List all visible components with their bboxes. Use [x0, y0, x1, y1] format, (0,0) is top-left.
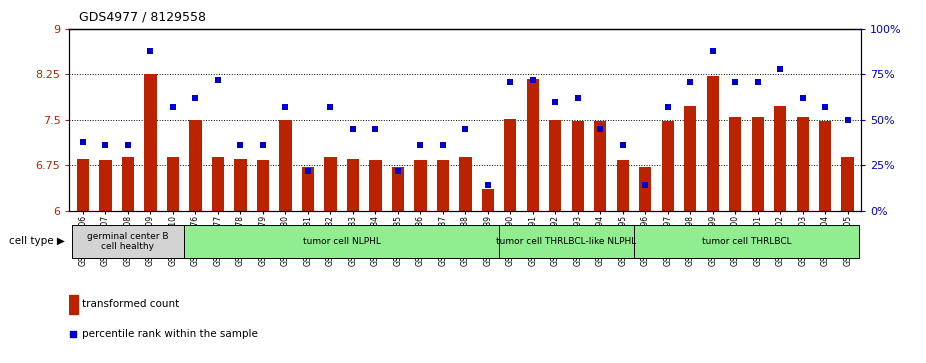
- Bar: [302, 167, 314, 211]
- Bar: [774, 106, 786, 211]
- Text: tumor cell NLPHL: tumor cell NLPHL: [303, 237, 381, 246]
- Point: [481, 182, 495, 188]
- Point: [525, 77, 540, 83]
- Bar: [729, 117, 742, 211]
- Point: [368, 126, 382, 132]
- Bar: [392, 167, 404, 211]
- Text: percentile rank within the sample: percentile rank within the sample: [82, 329, 258, 339]
- Bar: [842, 157, 854, 211]
- Point: [728, 79, 743, 85]
- Bar: [499, 225, 634, 258]
- Bar: [796, 117, 809, 211]
- Point: [750, 79, 765, 85]
- Bar: [661, 121, 674, 211]
- Point: [773, 66, 788, 72]
- Point: [278, 104, 293, 110]
- Point: [435, 142, 450, 148]
- Point: [616, 142, 631, 148]
- Point: [66, 331, 81, 337]
- Point: [166, 104, 181, 110]
- Text: transformed count: transformed count: [82, 299, 180, 309]
- Bar: [167, 157, 179, 211]
- Point: [143, 48, 157, 54]
- Text: GDS4977 / 8129558: GDS4977 / 8129558: [79, 11, 206, 24]
- Point: [188, 95, 203, 101]
- Text: tumor cell THRLBCL: tumor cell THRLBCL: [702, 237, 792, 246]
- Bar: [184, 225, 499, 258]
- Bar: [212, 157, 224, 211]
- Bar: [414, 160, 427, 211]
- Bar: [121, 157, 134, 211]
- Bar: [437, 160, 449, 211]
- Point: [458, 126, 473, 132]
- Bar: [257, 160, 269, 211]
- Bar: [482, 189, 494, 211]
- Bar: [527, 79, 539, 211]
- Bar: [369, 160, 382, 211]
- Bar: [99, 160, 112, 211]
- Point: [323, 104, 338, 110]
- Point: [706, 48, 720, 54]
- Point: [548, 99, 563, 105]
- Point: [233, 142, 248, 148]
- Point: [795, 95, 810, 101]
- Point: [638, 182, 653, 188]
- Bar: [634, 225, 859, 258]
- Bar: [684, 106, 696, 211]
- Bar: [234, 159, 246, 211]
- Point: [682, 79, 697, 85]
- Point: [391, 168, 406, 174]
- Bar: [69, 295, 78, 314]
- Point: [660, 104, 675, 110]
- Bar: [504, 119, 517, 211]
- Bar: [71, 225, 184, 258]
- Point: [76, 139, 91, 144]
- Point: [840, 117, 855, 123]
- Bar: [324, 157, 336, 211]
- Point: [210, 77, 225, 83]
- Bar: [549, 120, 561, 211]
- Bar: [819, 121, 832, 211]
- Point: [345, 126, 360, 132]
- Text: germinal center B
cell healthy: germinal center B cell healthy: [87, 232, 169, 251]
- Text: tumor cell THRLBCL-like NLPHL: tumor cell THRLBCL-like NLPHL: [496, 237, 637, 246]
- Point: [570, 95, 585, 101]
- Point: [256, 142, 270, 148]
- Bar: [346, 159, 359, 211]
- Bar: [189, 120, 202, 211]
- Point: [300, 168, 315, 174]
- Bar: [571, 121, 584, 211]
- Bar: [280, 120, 292, 211]
- Bar: [77, 159, 89, 211]
- Point: [120, 142, 135, 148]
- Point: [593, 126, 607, 132]
- Point: [98, 142, 113, 148]
- Point: [413, 142, 428, 148]
- Point: [818, 104, 832, 110]
- Bar: [617, 160, 629, 211]
- Bar: [144, 74, 156, 211]
- Point: [503, 79, 518, 85]
- Text: cell type ▶: cell type ▶: [9, 236, 65, 246]
- Bar: [459, 157, 471, 211]
- Bar: [639, 167, 651, 211]
- Bar: [707, 76, 719, 211]
- Bar: [594, 121, 607, 211]
- Bar: [752, 117, 764, 211]
